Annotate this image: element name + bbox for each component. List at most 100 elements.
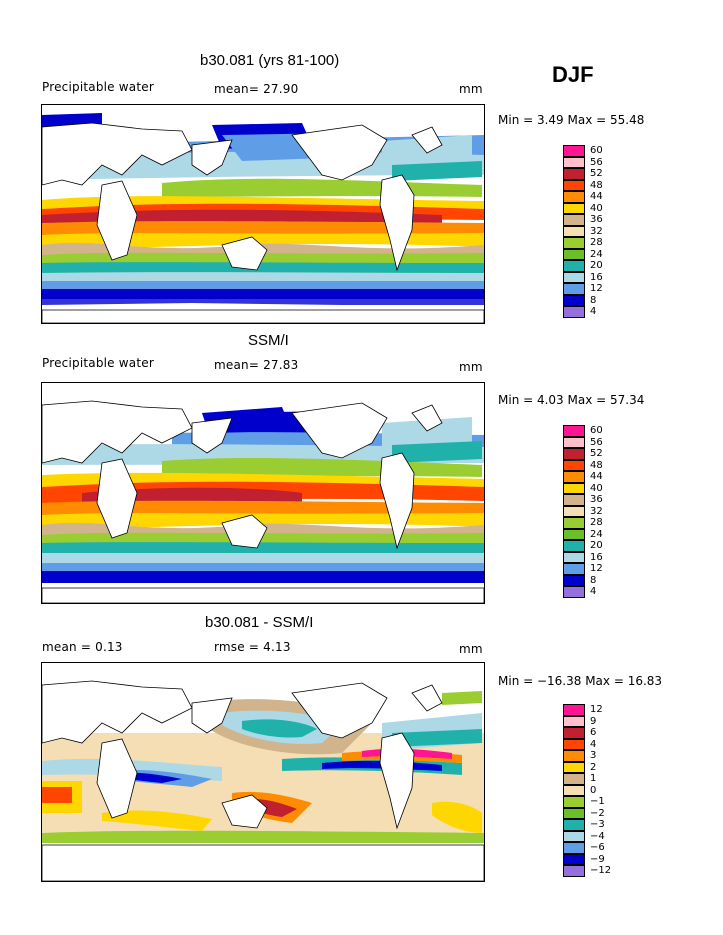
panel-1-mean-label: mean= 27.90 xyxy=(214,82,299,96)
colorbar-tick-label: 3 xyxy=(590,750,597,761)
colorbar-swatch xyxy=(563,796,585,808)
colorbar-tick-label: 2 xyxy=(590,761,597,773)
colorbar-tick-label: 12 xyxy=(590,563,603,574)
colorbar-tick-label: −4 xyxy=(590,830,605,842)
colorbar-swatch xyxy=(563,773,585,785)
colorbar-swatch xyxy=(563,574,585,586)
colorbar-swatch xyxy=(563,294,585,306)
colorbar-tick-label: 12 xyxy=(590,283,603,294)
colorbar-tick-label: 60 xyxy=(590,145,603,156)
colorbar-tick-label: 32 xyxy=(590,505,603,517)
colorbar-swatch xyxy=(563,145,585,157)
colorbar-tick-label: 48 xyxy=(590,179,603,191)
colorbar-swatch xyxy=(563,225,585,237)
colorbar-swatch xyxy=(563,505,585,517)
colorbar-tick-label: 36 xyxy=(590,494,603,505)
panel-3-title: b30.081 - SSM/I xyxy=(205,614,314,631)
colorbar-swatch xyxy=(563,761,585,773)
colorbar-swatch xyxy=(563,727,585,739)
colorbar-swatch xyxy=(563,471,585,483)
colorbar-swatch xyxy=(563,179,585,191)
colorbar-tick-label: 44 xyxy=(590,471,603,482)
colorbar-swatch xyxy=(563,586,585,598)
colorbar-tick-label: 8 xyxy=(590,574,597,586)
colorbar-tick-label: −6 xyxy=(590,842,605,853)
colorbar-swatch xyxy=(563,237,585,249)
colorbar-swatch xyxy=(563,271,585,283)
colorbar-swatch xyxy=(563,528,585,540)
colorbar-swatch xyxy=(563,784,585,796)
colorbar-swatch xyxy=(563,807,585,819)
colorbar-tick-label: 16 xyxy=(590,271,603,283)
colorbar-swatch xyxy=(563,248,585,260)
colorbar-swatch xyxy=(563,853,585,865)
panel-2-title: SSM/I xyxy=(248,332,289,349)
colorbar-tick-label: 20 xyxy=(590,260,603,271)
panel-2-left-label: Precipitable water xyxy=(42,356,154,370)
colorbar-swatch xyxy=(563,168,585,180)
colorbar-tick-label: −2 xyxy=(590,807,605,819)
panel-3-colorbar: 12 9 6 4 3 2 1 0 −1 −2 −3 −4 −6 −9 −12 xyxy=(563,704,623,879)
colorbar-swatch xyxy=(563,819,585,831)
colorbar-tick-label: 52 xyxy=(590,448,603,459)
season-label: DJF xyxy=(552,62,594,87)
colorbar-swatch xyxy=(563,830,585,842)
colorbar-tick-label: 28 xyxy=(590,237,603,248)
colorbar-tick-label: 28 xyxy=(590,517,603,528)
colorbar-swatch xyxy=(563,283,585,295)
colorbar-tick-label: 56 xyxy=(590,436,603,448)
colorbar-tick-label: 52 xyxy=(590,168,603,179)
colorbar-swatch xyxy=(563,448,585,460)
colorbar-tick-label: 4 xyxy=(590,738,597,750)
colorbar-swatch xyxy=(563,563,585,575)
colorbar-swatch xyxy=(563,551,585,563)
colorbar-swatch xyxy=(563,214,585,226)
colorbar-swatch xyxy=(563,482,585,494)
colorbar-tick-label: 20 xyxy=(590,540,603,551)
colorbar-tick-label: 40 xyxy=(590,482,603,494)
colorbar-tick-label: −9 xyxy=(590,853,605,865)
colorbar-tick-label: 1 xyxy=(590,773,597,784)
colorbar-swatch xyxy=(563,494,585,506)
colorbar-tick-label: 56 xyxy=(590,156,603,168)
colorbar-tick-label: −3 xyxy=(590,819,605,830)
colorbar-swatch xyxy=(563,156,585,168)
colorbar-swatch xyxy=(563,202,585,214)
panel-3-minmax: Min = −16.38 Max = 16.83 xyxy=(498,674,663,688)
colorbar-swatch xyxy=(563,459,585,471)
colorbar-tick-label: 4 xyxy=(590,586,597,597)
colorbar-tick-label: 0 xyxy=(590,784,597,796)
panel-2-units: mm xyxy=(459,360,483,374)
colorbar-swatch xyxy=(563,191,585,203)
colorbar-tick-label: 36 xyxy=(590,214,603,225)
colorbar-tick-label: 60 xyxy=(590,425,603,436)
colorbar-tick-label: 12 xyxy=(590,704,603,715)
panel-2-colorbar: 60 56 52 48 44 40 36 32 28 24 20 16 12 8 4 xyxy=(563,425,623,600)
colorbar-tick-label: 32 xyxy=(590,225,603,237)
colorbar-swatch xyxy=(563,704,585,716)
colorbar-tick-label: 40 xyxy=(590,202,603,214)
colorbar-swatch xyxy=(563,260,585,272)
colorbar-swatch xyxy=(563,306,585,318)
colorbar-tick-label: 24 xyxy=(590,248,603,260)
colorbar-swatch xyxy=(563,425,585,437)
colorbar-swatch xyxy=(563,715,585,727)
colorbar-swatch xyxy=(563,540,585,552)
colorbar-tick-label: 4 xyxy=(590,306,597,317)
colorbar-swatch xyxy=(563,517,585,529)
panel-3-rmse-label: rmse = 4.13 xyxy=(214,640,291,654)
colorbar-swatch xyxy=(563,750,585,762)
colorbar-swatch xyxy=(563,436,585,448)
panel-1-left-label: Precipitable water xyxy=(42,80,154,94)
colorbar-tick-label: 48 xyxy=(590,459,603,471)
panel-3-mean-label: mean = 0.13 xyxy=(42,640,123,654)
panel-3-units: mm xyxy=(459,642,483,656)
colorbar-tick-label: 6 xyxy=(590,727,597,738)
colorbar-tick-label: 16 xyxy=(590,551,603,563)
panel-1-title: b30.081 (yrs 81-100) xyxy=(200,52,340,69)
panel-3-map xyxy=(41,662,485,882)
colorbar-tick-label: 8 xyxy=(590,294,597,306)
colorbar-tick-label: 9 xyxy=(590,715,597,727)
colorbar-swatch xyxy=(563,865,585,877)
panel-2-map xyxy=(41,382,485,604)
